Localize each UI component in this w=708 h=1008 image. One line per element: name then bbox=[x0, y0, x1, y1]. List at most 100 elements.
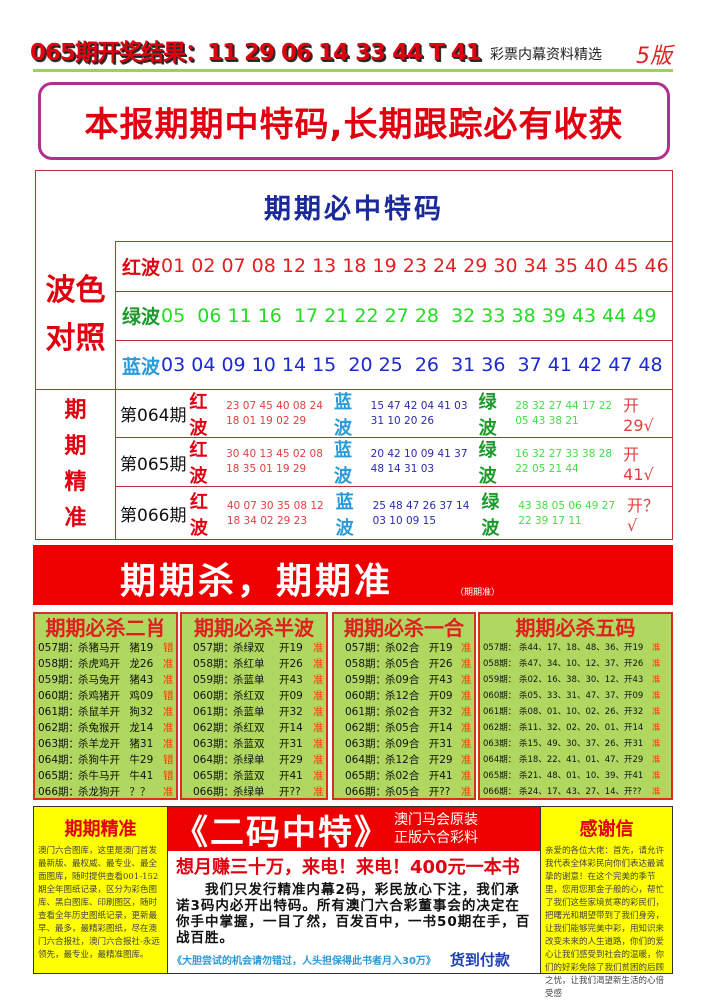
kill-row: 057期： 杀44、17、18、48、36、 开19 准 bbox=[483, 640, 668, 656]
period-cell: 058期： bbox=[38, 658, 80, 670]
status-cell: 准 bbox=[313, 786, 324, 798]
kill-row: 062期： 杀红双 开14 准 bbox=[185, 720, 324, 736]
period-cell: 064期： bbox=[345, 754, 387, 766]
open-cell: 开09 bbox=[279, 690, 303, 702]
number-line: 05 43 38 21 bbox=[515, 414, 579, 427]
red-wave-label: 红波 bbox=[189, 491, 208, 539]
wave-label: 波色对照 bbox=[36, 241, 116, 389]
left-ad: 期期精准 澳门六合图库，这里是澳门首发最新版、最权威、最专业、最全面图库，随时提… bbox=[33, 806, 168, 974]
period-cell: 065期： bbox=[483, 771, 517, 781]
period-cell: 065期： bbox=[345, 770, 387, 782]
open-cell: 牛29 bbox=[129, 754, 154, 766]
kill-row: 060期： 杀12合 开09 准 bbox=[337, 688, 472, 704]
open-cell: 牛41 bbox=[129, 770, 154, 782]
period-cell: 064期： bbox=[483, 755, 517, 765]
number-line: 48 14 31 03 bbox=[370, 463, 435, 475]
book-ad-side-2: 正版六合彩料 bbox=[394, 830, 478, 846]
kill-row: 065期： 杀牛马开 牛41 错 bbox=[38, 768, 174, 784]
kill-cell: 杀兔猴开 bbox=[78, 722, 120, 734]
kill-row: 066期： 杀龙狗开 ？？ 准 bbox=[38, 784, 174, 800]
kill-row: 061期： 杀02合 开32 准 bbox=[337, 704, 472, 720]
open-cell: 猪43 bbox=[129, 674, 154, 686]
prediction-row: 第065期 红波 30 40 13 45 02 08 18 35 01 19 29 蓝波… bbox=[116, 437, 672, 487]
number-line: 18 35 01 19 29 bbox=[226, 463, 307, 475]
kill-row: 061期： 杀蓝单 开32 准 bbox=[185, 704, 324, 720]
kill-cell: 杀02合 bbox=[385, 642, 420, 654]
draw-result: 065期开奖结果：11 29 06 14 33 44 T 41 bbox=[30, 40, 482, 66]
red-wave-numbers: 30 40 13 45 02 08 18 35 01 19 29 bbox=[226, 447, 334, 477]
blue-wave-numbers: 20 42 10 09 41 37 48 14 31 03 bbox=[371, 447, 479, 477]
kill-table: 期期必杀半波 057期： 杀绿双 开19 准 058期： 杀红单 开26 准 059期： 杀蓝单 开4… bbox=[180, 612, 328, 800]
wave-numbers: 01 02 07 08 12 13 18 19 23 24 29 30 34 3… bbox=[161, 255, 669, 277]
kill-cell: 杀牛马开 bbox=[78, 770, 120, 782]
open-cell: 开19 bbox=[624, 643, 644, 653]
red-wave-numbers: 40 07 30 35 08 12 18 34 02 29 23 bbox=[227, 499, 336, 529]
kill-table: 期期必杀五码 057期： 杀44、17、18、48、36、 开19 准 058期： 杀47、… bbox=[478, 612, 673, 800]
open-cell: 开32 bbox=[624, 707, 644, 717]
open-cell: 开29 bbox=[279, 754, 303, 766]
status-cell: 准 bbox=[652, 691, 661, 701]
prediction-label: 期期精准 bbox=[36, 389, 116, 540]
open-cell: 开19 bbox=[428, 642, 453, 654]
kill-cell: 杀08、01、10、02、26、 bbox=[519, 707, 625, 717]
status-cell: 准 bbox=[461, 658, 472, 670]
open-cell: 开14 bbox=[279, 722, 303, 734]
period-cell: 060期： bbox=[345, 690, 387, 702]
book-ad-body: 我们只发行精准内幕2码，彩民放心下注，我们承诺3码内必开出特码。所有澳门六合彩董… bbox=[176, 882, 531, 946]
open-cell: 开32 bbox=[428, 706, 453, 718]
status-cell: 准 bbox=[461, 706, 472, 718]
open-cell: 开31 bbox=[279, 738, 303, 750]
open-cell: 开32 bbox=[279, 706, 303, 718]
kill-row: 058期： 杀虎鸡开 龙26 准 bbox=[38, 656, 174, 672]
kill-row: 062期： 杀05合 开14 准 bbox=[337, 720, 472, 736]
kill-row: 057期： 杀绿双 开19 准 bbox=[185, 640, 324, 656]
kill-cell: 杀02、16、38、30、12、 bbox=[519, 675, 625, 685]
period-cell: 059期： bbox=[483, 675, 517, 685]
period-cell: 058期： bbox=[483, 659, 517, 669]
period-cell: 059期： bbox=[193, 674, 235, 686]
period-label: 第064期 bbox=[120, 406, 187, 426]
book-ad-title: 《二码中特》 bbox=[174, 812, 390, 853]
kill-row: 059期： 杀02、16、38、30、12、 开43 准 bbox=[483, 672, 668, 688]
period-cell: 057期： bbox=[38, 642, 80, 654]
kill-row: 066期： 杀24、17、43、27、14、 开?? 准 bbox=[483, 784, 668, 800]
kill-table-title: 期期必杀五码 bbox=[515, 616, 636, 640]
status-cell: 准 bbox=[313, 738, 324, 750]
period-cell: 063期： bbox=[483, 739, 517, 749]
kill-row: 060期： 杀鸡猪开 鸡09 错 bbox=[38, 688, 174, 704]
open-cell: 开31 bbox=[624, 739, 644, 749]
open-cell: 开26 bbox=[624, 659, 644, 669]
wave-row: 红波 01 02 07 08 12 13 18 19 23 24 29 30 34… bbox=[116, 241, 672, 290]
wave-row: 绿波 05 06 11 16 17 21 22 27 28 32 33 38 39… bbox=[116, 290, 672, 340]
kill-row: 057期： 杀猪马开 猪19 错 bbox=[38, 640, 174, 656]
period-cell: 063期： bbox=[38, 738, 80, 750]
kill-cell: 杀18、22、41、01、47、 bbox=[519, 755, 625, 765]
open-cell: 开41 bbox=[279, 770, 303, 782]
red-wave-label: 红波 bbox=[189, 440, 208, 487]
open-cell: 开19 bbox=[279, 642, 303, 654]
wave-label: 绿波 bbox=[122, 306, 161, 328]
status-cell: 准 bbox=[461, 722, 472, 734]
number-line: 22 05 21 44 bbox=[515, 463, 579, 475]
status-cell: 准 bbox=[461, 754, 472, 766]
open-cell: 开29 bbox=[428, 754, 453, 766]
period-cell: 066期： bbox=[193, 786, 235, 798]
kill-table-title: 期期必杀半波 bbox=[194, 616, 314, 640]
kill-cell: 杀21、48、01、10、39、 bbox=[519, 771, 625, 781]
open-cell: 龙14 bbox=[129, 722, 154, 734]
period-cell: 061期： bbox=[483, 707, 517, 717]
status-cell: 准 bbox=[461, 786, 472, 798]
kill-banner bbox=[33, 545, 673, 605]
prediction-row: 第064期 红波 23 07 45 40 08 24 18 01 19 02 29 蓝波… bbox=[116, 389, 672, 439]
status-cell: 错 bbox=[163, 642, 174, 654]
kill-row: 058期： 杀红单 开26 准 bbox=[185, 656, 324, 672]
green-wave-label: 绿波 bbox=[481, 491, 500, 539]
open-cell: 开41 bbox=[428, 770, 453, 782]
status-cell: 准 bbox=[461, 690, 472, 702]
number-line: 15 47 42 04 41 03 bbox=[370, 399, 468, 412]
red-wave-label: 红波 bbox=[189, 391, 208, 439]
open-cell: 开41 bbox=[624, 771, 644, 781]
kill-cell: 杀02合 bbox=[385, 770, 420, 782]
open-result: 开41√ bbox=[623, 444, 654, 484]
number-line: 25 48 47 26 37 14 bbox=[372, 499, 470, 512]
